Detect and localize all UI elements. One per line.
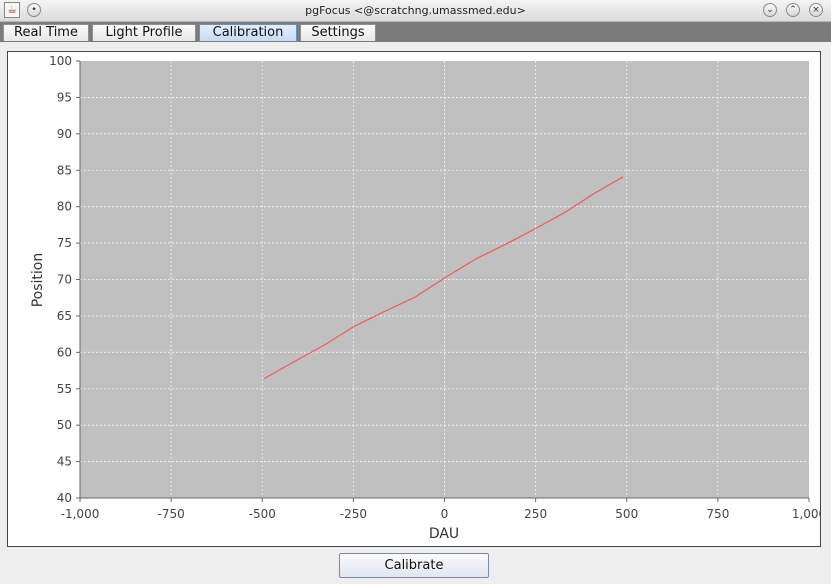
y-ticks: 40 45 50 55 60 65 70 75 80 85 90 95 100 bbox=[49, 54, 80, 505]
x-tick-label: 250 bbox=[524, 507, 547, 521]
y-tick-label: 75 bbox=[57, 236, 72, 250]
grid-lines bbox=[80, 61, 809, 498]
y-tick-label: 70 bbox=[57, 273, 72, 287]
x-tick-label: -500 bbox=[249, 507, 276, 521]
window-title: pgFocus <@scratchng.umassmed.edu> bbox=[305, 4, 526, 17]
java-cup-icon[interactable]: ☕ bbox=[4, 2, 20, 18]
y-tick-label: 65 bbox=[57, 309, 72, 323]
window-menu-icon[interactable]: • bbox=[27, 3, 41, 17]
x-tick-label: -250 bbox=[340, 507, 367, 521]
x-tick-label: 0 bbox=[441, 507, 449, 521]
x-tick-label: 500 bbox=[615, 507, 638, 521]
maximize-icon[interactable]: ⌃ bbox=[786, 3, 800, 17]
tab-calibration[interactable]: Calibration bbox=[199, 24, 297, 41]
y-tick-label: 85 bbox=[57, 163, 72, 177]
y-tick-label: 95 bbox=[57, 90, 72, 104]
y-tick-label: 90 bbox=[57, 127, 72, 141]
window-titlebar: ☕ • pgFocus <@scratchng.umassmed.edu> ⌄ … bbox=[0, 0, 831, 22]
x-tick-label: 750 bbox=[706, 507, 729, 521]
x-axis-label: DAU bbox=[429, 526, 459, 542]
chart-panel: -1,000 -750 -500 -250 0 250 500 750 1,000 40 45 50… bbox=[7, 51, 826, 547]
close-icon[interactable]: × bbox=[809, 3, 823, 17]
minimize-icon[interactable]: ⌄ bbox=[763, 3, 777, 17]
y-tick-label: 45 bbox=[57, 455, 72, 469]
y-tick-label: 50 bbox=[57, 418, 72, 432]
x-tick-label: -750 bbox=[158, 507, 185, 521]
series-layer bbox=[263, 176, 624, 380]
y-tick-label: 60 bbox=[57, 345, 72, 359]
tab-settings[interactable]: Settings bbox=[300, 24, 376, 41]
y-tick-label: 40 bbox=[57, 491, 72, 505]
y-tick-label: 100 bbox=[49, 54, 72, 68]
y-axis-label: Position bbox=[30, 253, 46, 308]
series-line bbox=[263, 176, 624, 380]
calibrate-button[interactable]: Calibrate bbox=[339, 553, 489, 578]
tab-real-time[interactable]: Real Time bbox=[3, 24, 89, 41]
tab-light-profile[interactable]: Light Profile bbox=[92, 24, 196, 41]
calibration-chart: -1,000 -750 -500 -250 0 250 500 750 1,000 40 45 50… bbox=[30, 54, 826, 542]
x-tick-label: -1,000 bbox=[61, 507, 100, 521]
y-tick-label: 80 bbox=[57, 200, 72, 214]
x-tick-label: 1,000 bbox=[792, 507, 820, 521]
x-ticks: -1,000 -750 -500 -250 0 250 500 750 1,000 bbox=[61, 498, 826, 521]
y-tick-label: 55 bbox=[57, 382, 72, 396]
tab-strip: Real Time Light Profile Calibration Sett… bbox=[0, 22, 831, 42]
